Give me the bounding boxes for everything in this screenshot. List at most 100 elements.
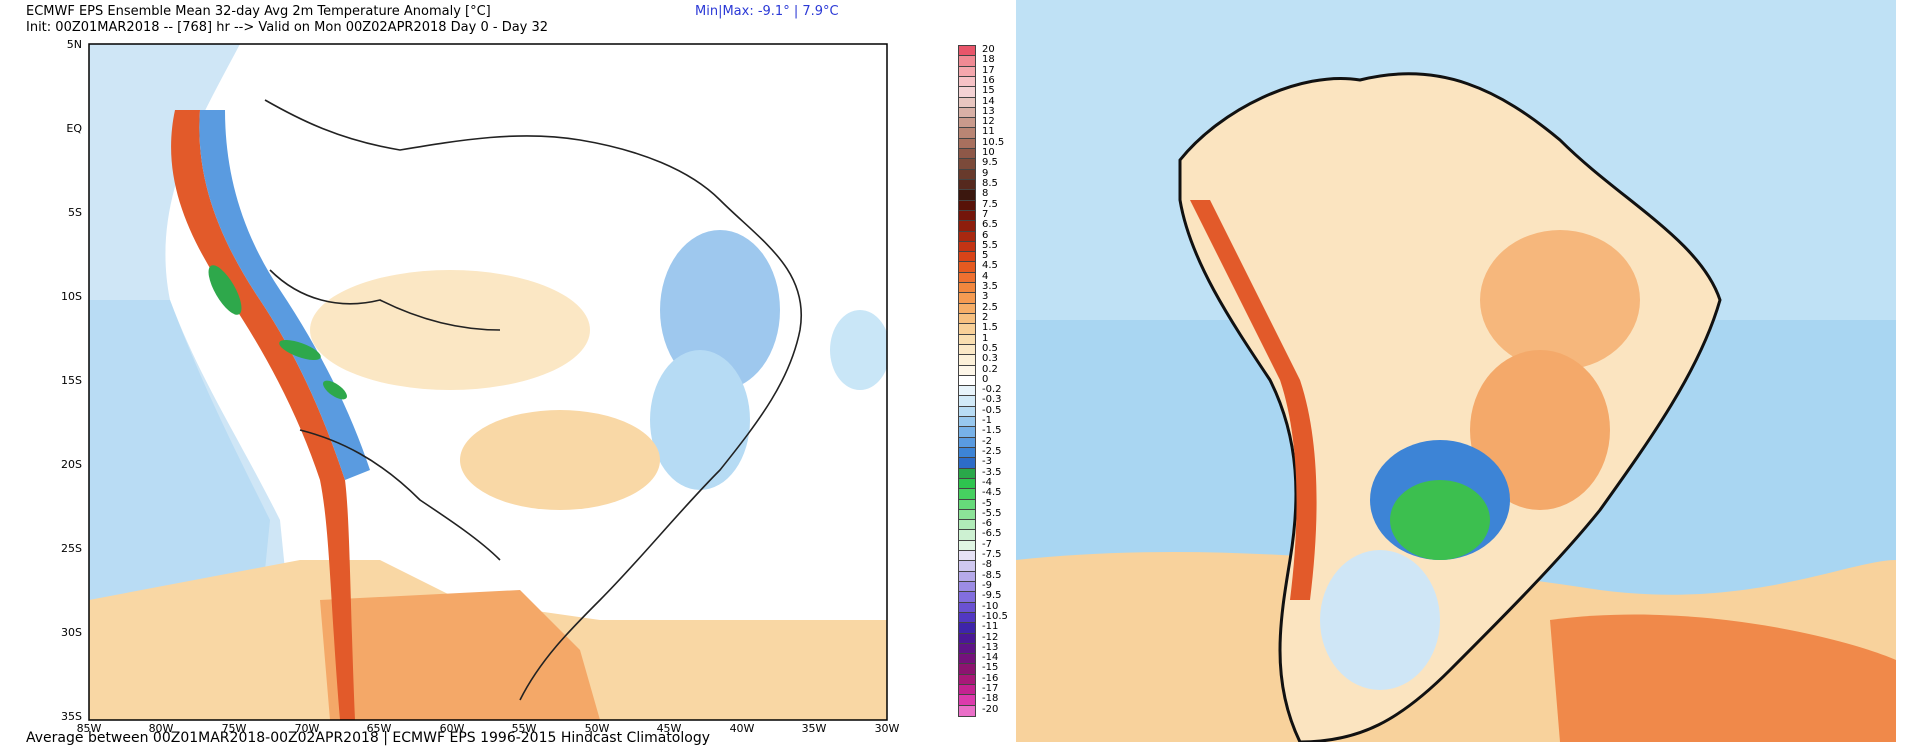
lon-label: 80W — [148, 722, 174, 735]
legend-label: 20 — [982, 44, 995, 55]
legend-label: -9.5 — [982, 590, 1002, 602]
legend-label: -6 — [982, 518, 992, 530]
legend-label: -4 — [982, 476, 992, 488]
map-title: ECMWF EPS Ensemble Mean 32-day Avg 2m Te… — [26, 4, 491, 19]
legend-label: -15 — [982, 662, 999, 674]
legend-label: -1.5 — [982, 425, 1002, 437]
legend-label: 13 — [982, 105, 995, 117]
legend-label: 12 — [982, 116, 995, 128]
legend-entry: -4.5 — [958, 487, 1028, 501]
legend-entry: 10.5 — [958, 136, 1028, 150]
legend-label: 0.2 — [982, 363, 998, 375]
legend-label: -2 — [982, 435, 992, 447]
lon-label: 50W — [584, 722, 610, 735]
lat-label: 15S — [61, 374, 82, 387]
legend-label: 10 — [982, 147, 995, 159]
legend-label: 3 — [982, 291, 989, 303]
legend-label: 0 — [982, 373, 989, 385]
lon-label: 40W — [729, 722, 755, 735]
legend-label: 9.5 — [982, 157, 998, 169]
legend-label: 15 — [982, 85, 995, 97]
legend-entry: -1.5 — [958, 425, 1028, 439]
legend-label: 16 — [982, 74, 995, 86]
lon-label: 30W — [874, 722, 900, 735]
legend-label: -0.2 — [982, 384, 1002, 396]
legend-label: 5 — [982, 250, 989, 262]
legend-label: -17 — [982, 683, 999, 695]
lon-label: 60W — [439, 722, 465, 735]
lat-label: 35S — [61, 710, 82, 723]
legend-label: -7.5 — [982, 549, 1002, 561]
legend-entry: 0 — [958, 373, 1028, 387]
legend-label: -6.5 — [982, 528, 1002, 540]
lat-label: EQ — [66, 122, 82, 135]
legend-label: 0.5 — [982, 342, 998, 354]
footer-caption: Average between 00Z01MAR2018-00Z02APR201… — [26, 730, 710, 746]
legend-label: 5.5 — [982, 239, 998, 251]
legend-label: 0.3 — [982, 353, 998, 365]
legend-label: -20 — [982, 703, 999, 715]
legend-entry: -20 — [958, 703, 1028, 717]
legend-label: -8.5 — [982, 569, 1002, 581]
lon-label: 35W — [801, 722, 827, 735]
legend-label: 2.5 — [982, 301, 998, 313]
legend-label: -5.5 — [982, 507, 1002, 519]
legend-label: -0.3 — [982, 394, 1002, 406]
legend-label: -14 — [982, 652, 999, 664]
lat-label: 20S — [61, 458, 82, 471]
legend-label: 1 — [982, 332, 989, 344]
legend-label: -10 — [982, 600, 999, 612]
legend-label: -7 — [982, 538, 992, 550]
legend-label: 4 — [982, 270, 989, 282]
legend-label: -5 — [982, 497, 992, 509]
legend-label: -16 — [982, 672, 999, 684]
legend-label: 9 — [982, 167, 989, 179]
legend-label: -18 — [982, 693, 999, 705]
legend-label: -8 — [982, 559, 992, 571]
legend-label: 10.5 — [982, 136, 1005, 148]
minmax-readout: Min|Max: -9.1° | 7.9°C — [695, 4, 839, 19]
lon-label: 70W — [294, 722, 320, 735]
lat-label: 5N — [66, 38, 82, 51]
legend-label: 3.5 — [982, 281, 998, 293]
legend-label: 8 — [982, 188, 989, 200]
legend-entry: 16 — [958, 74, 1028, 88]
legend-label: -1 — [982, 415, 992, 427]
lon-label: 75W — [221, 722, 247, 735]
legend-label: 8.5 — [982, 178, 998, 189]
lat-label: 10S — [61, 290, 82, 303]
legend-label: 7.5 — [982, 198, 998, 210]
legend-swatch — [958, 704, 976, 717]
legend-label: 17 — [982, 64, 995, 76]
legend-entry: -0.2 — [958, 384, 1028, 398]
legend-label: 7 — [982, 208, 989, 220]
lon-label: 45W — [656, 722, 682, 735]
legend-label: -4.5 — [982, 487, 1002, 499]
lat-label: 5S — [68, 206, 82, 219]
legend-label: 14 — [982, 95, 995, 107]
legend-label: -10.5 — [982, 610, 1008, 622]
legend-label: 4.5 — [982, 260, 998, 272]
legend-label: 6 — [982, 229, 989, 241]
legend-label: 2 — [982, 312, 989, 323]
legend-entry: -16 — [958, 672, 1028, 686]
legend-label: 11 — [982, 126, 995, 138]
legend-label: -0.5 — [982, 404, 1002, 416]
legend-label: -13 — [982, 641, 999, 653]
legend-label: 1.5 — [982, 322, 998, 334]
lon-label: 85W — [76, 722, 102, 735]
legend-label: -12 — [982, 631, 999, 643]
lat-label: 30S — [61, 626, 82, 639]
lon-label: 65W — [366, 722, 392, 735]
legend-label: 6.5 — [982, 219, 998, 231]
legend-entry: 7.5 — [958, 198, 1028, 212]
legend-label: -2.5 — [982, 446, 1002, 457]
lon-label: 55W — [511, 722, 537, 735]
init-valid-line: Init: 00Z01MAR2018 -- [768] hr --> Valid… — [26, 20, 549, 35]
color-legend: 20 18 17 16 15 14 13 12 11 10.5 10 9.5 9 8.5 8 7.5 7 6.5 6… — [958, 44, 1028, 717]
legend-label: -9 — [982, 580, 992, 591]
legend-label: -11 — [982, 621, 999, 633]
legend-label: -3 — [982, 456, 992, 468]
